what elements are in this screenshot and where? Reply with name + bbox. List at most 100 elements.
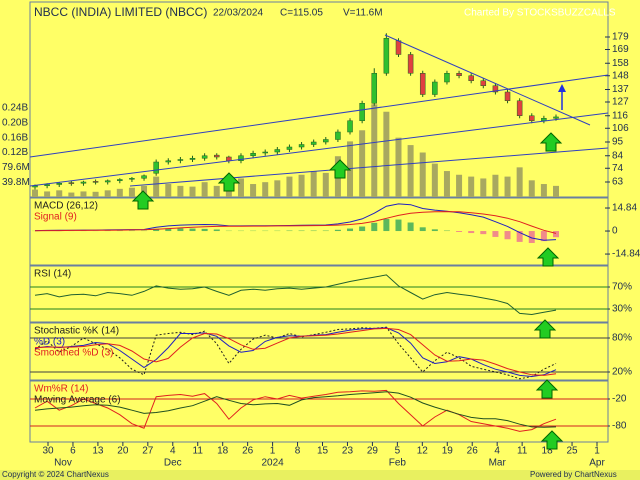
- volume-bar: [201, 182, 208, 197]
- y-tick-label: 137: [612, 84, 629, 95]
- y-tick-label: 0.16B: [2, 132, 28, 143]
- candle-body: [104, 180, 111, 183]
- legend-label: Signal (9): [34, 212, 77, 223]
- histogram-bar: [553, 231, 559, 238]
- volume-bar: [92, 191, 99, 197]
- volume-bar: [443, 171, 450, 197]
- histogram-bar: [431, 229, 438, 232]
- buy-arrow: [218, 172, 240, 192]
- x-tick-label: 11: [517, 446, 528, 457]
- candle-body: [117, 179, 123, 181]
- volume-bar: [153, 176, 160, 197]
- histogram-bar: [177, 228, 184, 232]
- volume-bar: [298, 174, 305, 197]
- buy-arrow: [540, 132, 562, 152]
- x-tick-label: 27: [142, 446, 154, 457]
- legend-label: Wm%R (14): [34, 384, 88, 395]
- y-tick-label: 106: [612, 123, 629, 134]
- volume-bar: [56, 190, 63, 197]
- legend-label: Stochastic %K (14): [34, 326, 119, 337]
- volume-bar: [286, 176, 293, 197]
- y-tick-label: 127: [612, 97, 629, 108]
- y-tick-label: 79.6M: [2, 162, 30, 173]
- candle-body: [395, 40, 402, 55]
- volume-bar: [504, 176, 511, 197]
- candle-body: [286, 146, 293, 150]
- histogram-bar: [419, 227, 426, 232]
- volume-bar: [359, 130, 366, 197]
- volume-bar: [371, 104, 378, 197]
- main-panel-frame: [29, 1, 609, 198]
- stoch-panel-frame: [29, 322, 609, 381]
- volume-bar: [250, 184, 257, 197]
- candle-body: [92, 181, 99, 183]
- y-tick-label: 169: [612, 44, 629, 55]
- candle-body: [323, 139, 329, 143]
- x-tick-label: 29: [367, 446, 379, 457]
- candle-body: [274, 149, 281, 153]
- y-tick-label: 70%: [612, 282, 632, 293]
- candle-body: [335, 131, 341, 140]
- volume-bar: [213, 185, 220, 197]
- series-line: [34, 327, 557, 378]
- volume-bar: [383, 111, 390, 197]
- y-tick-label: -14.84: [612, 249, 640, 260]
- x-tick-label: 30: [42, 446, 54, 457]
- y-tick-label: 158: [612, 58, 629, 69]
- histogram-bar: [480, 231, 487, 235]
- candle-body: [298, 144, 305, 148]
- month-label: Mar: [489, 458, 507, 469]
- candle-body: [44, 184, 50, 186]
- footer-left: Copyright © 2024 ChartNexus: [2, 470, 109, 479]
- candle-body: [129, 178, 135, 180]
- candle-body: [347, 120, 353, 133]
- candle-body: [189, 158, 196, 160]
- histogram-bar: [456, 231, 463, 232]
- volume-bar: [274, 180, 281, 197]
- buy-arrow: [329, 159, 351, 179]
- legend-label: %D (3): [34, 337, 65, 348]
- candle-body: [80, 181, 87, 184]
- histogram-bar: [395, 219, 402, 232]
- volume-bar: [553, 185, 559, 197]
- x-tick-label: 13: [92, 446, 104, 457]
- volume-bar: [540, 184, 547, 197]
- histogram-bar: [334, 229, 341, 232]
- candle-body: [504, 91, 511, 101]
- buy-arrow: [536, 379, 558, 399]
- volume-bar: [347, 141, 354, 197]
- y-tick-label: 80%: [612, 333, 632, 344]
- footer-right: Powered by ChartNexus: [530, 470, 617, 479]
- x-tick-label: 11: [193, 446, 204, 457]
- y-tick-label: 20%: [612, 367, 632, 378]
- y-tick-label: 63: [612, 177, 624, 188]
- histogram-bar: [540, 231, 547, 242]
- y-tick-label: 0.24B: [2, 103, 28, 114]
- x-tick-label: 6: [70, 446, 76, 457]
- volume-bar: [128, 187, 135, 197]
- x-tick-label: 26: [467, 446, 479, 457]
- candle-body: [516, 100, 523, 116]
- series-line: [34, 327, 557, 376]
- x-tick-label: 12: [417, 446, 429, 457]
- x-tick-label: 18: [217, 446, 229, 457]
- trend-line: [129, 147, 609, 187]
- volume-bar: [528, 180, 535, 197]
- signal-arrows: [132, 84, 566, 450]
- chart-title: NBCC (INDIA) LIMITED (NBCC): [34, 5, 207, 19]
- x-tick-label: 8: [295, 446, 301, 457]
- target-arrow-head: [558, 84, 566, 92]
- legend-label: MACD (26,12): [34, 201, 98, 212]
- trend-lines: [29, 34, 609, 187]
- y-tick-label: -80: [612, 421, 627, 432]
- histogram-bar: [359, 226, 366, 232]
- volume-bar: [116, 188, 123, 197]
- date-label: 22/03/2024: [213, 8, 263, 19]
- candle-body: [432, 81, 438, 95]
- volume-bar: [492, 174, 499, 197]
- x-tick-label: 18: [542, 446, 554, 457]
- histogram-bar: [468, 231, 475, 234]
- wr-panel-frame: [29, 380, 609, 443]
- legend-label: RSI (14): [34, 269, 71, 280]
- volume-bar: [310, 171, 317, 197]
